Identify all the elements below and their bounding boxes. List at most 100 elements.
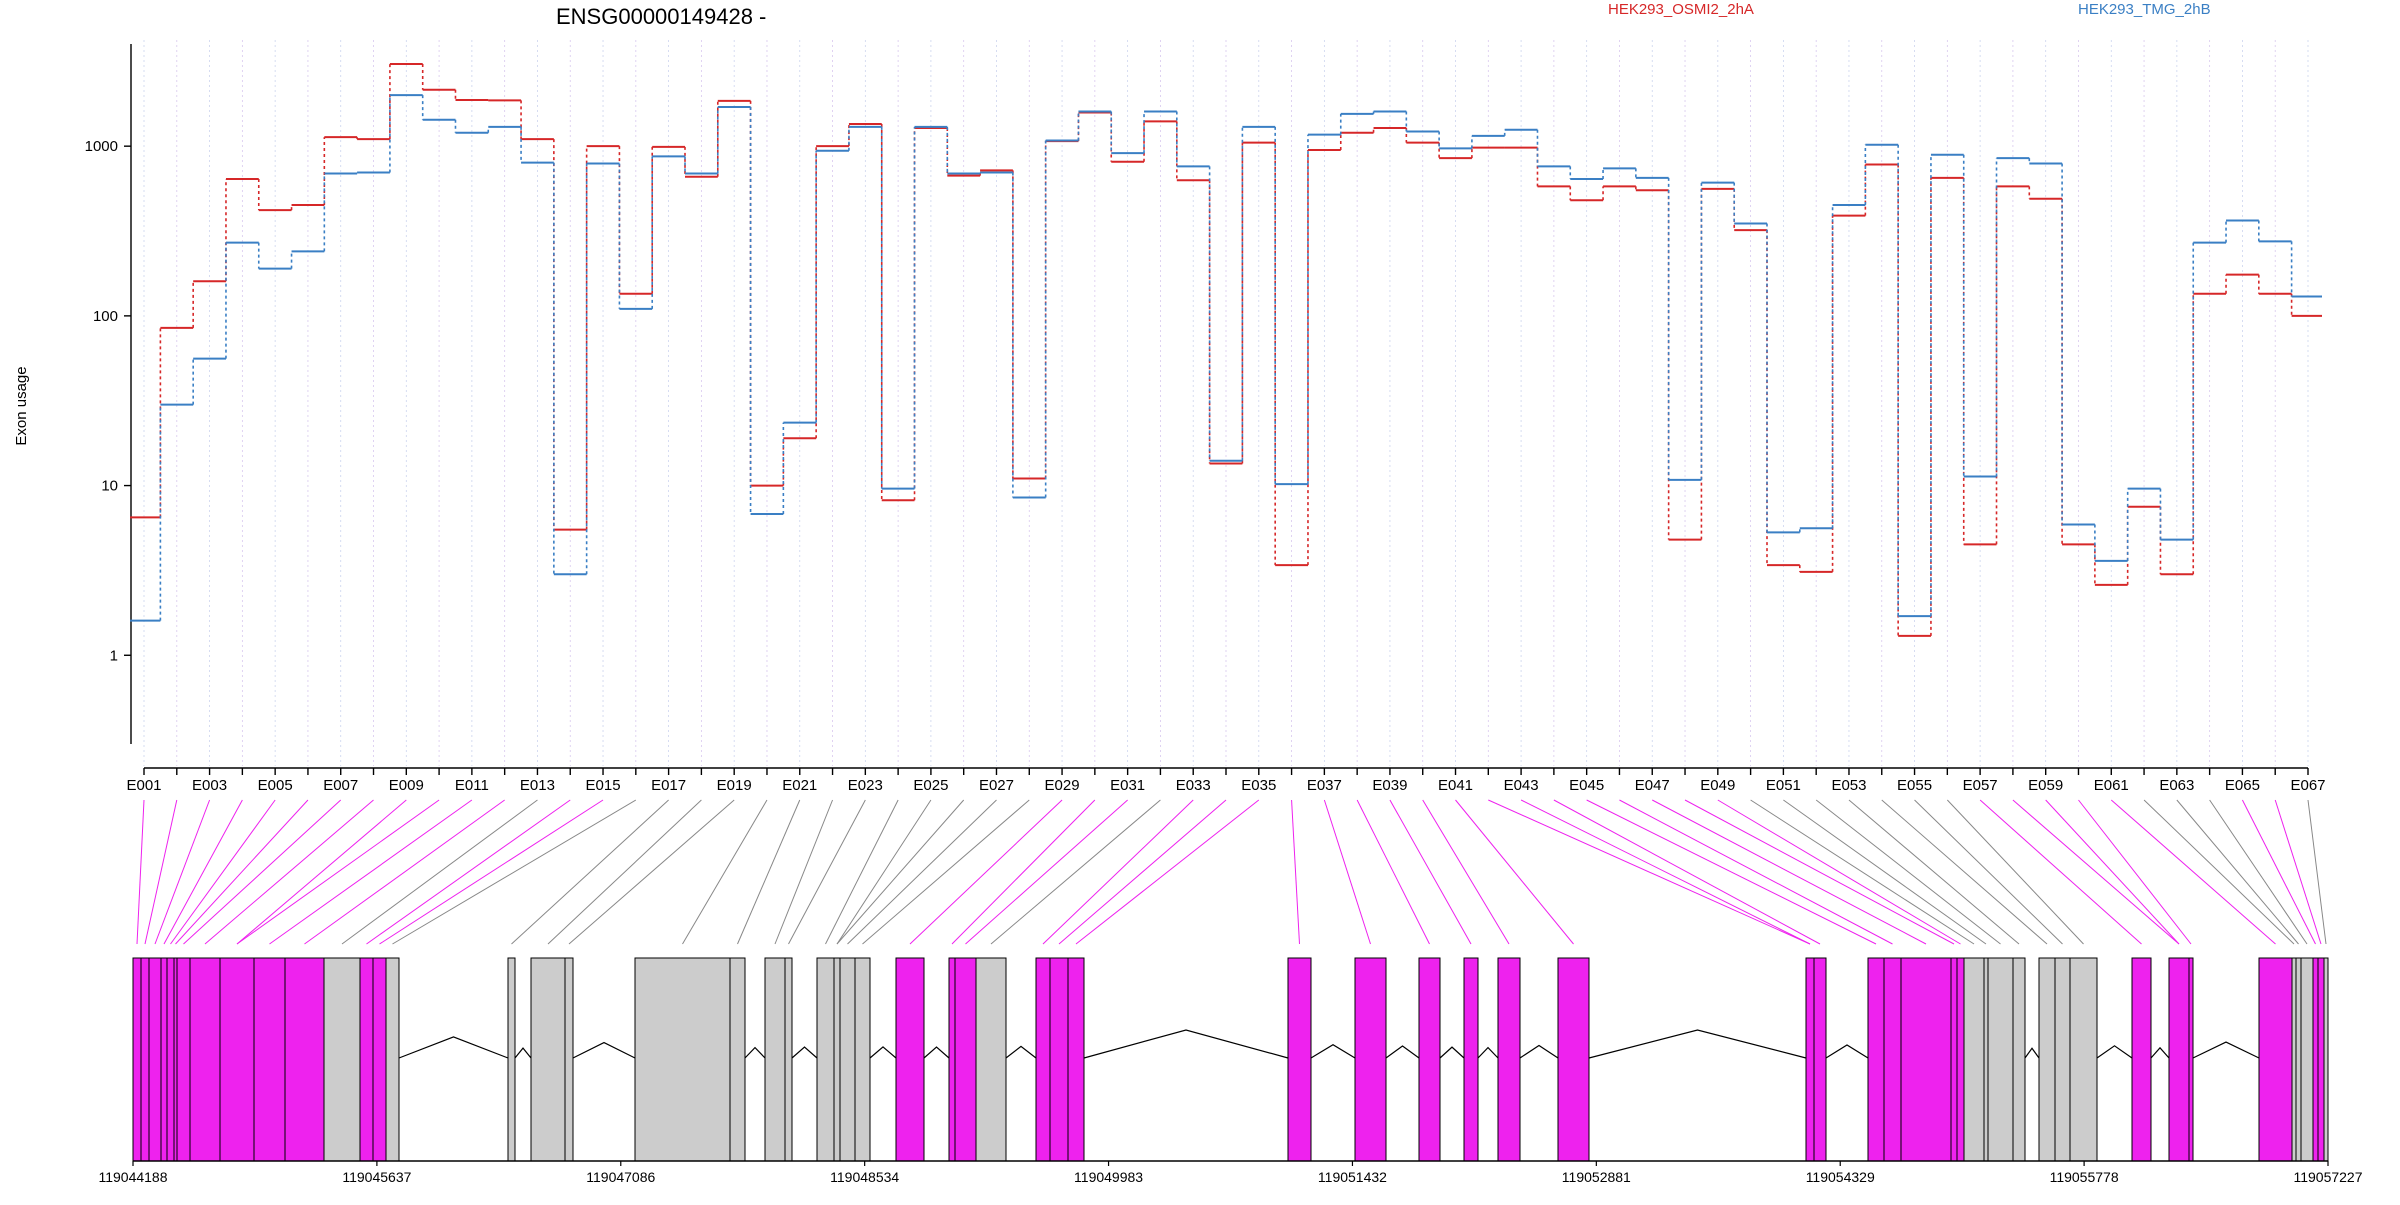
exon-connector-line: [170, 799, 276, 945]
exon-connector-line: [2274, 799, 2322, 945]
exon-connector-line: [379, 799, 604, 945]
exon-block: [634, 957, 731, 1162]
x-tick-label: E065: [2225, 777, 2260, 794]
exon-block: [1963, 957, 1985, 1162]
genomic-coordinate-axis: 119044188 119045637 119047086 119048534 1190…: [98, 1160, 2363, 1185]
exon-connector-line: [183, 799, 342, 945]
x-tick-label: E057: [1963, 777, 1998, 794]
x-axis: E001 E003 E005 E007 E009 E011 E013 E015 E017 E019…: [126, 767, 2326, 794]
header: ENSG00000149428 - HEK293_OSMI2_2hA HEK29…: [556, 1, 2211, 29]
exon-connector-line: [1783, 799, 1987, 945]
intron-line: [1005, 1045, 1037, 1059]
exon-block: [975, 957, 1007, 1162]
exon-connector-line: [236, 799, 440, 945]
exon-connector-line: [1652, 799, 1927, 945]
exon-connector-line: [1075, 799, 1260, 945]
exon-connectors: [136, 799, 2327, 945]
x-tick-label: E019: [717, 777, 752, 794]
exon-block: [854, 957, 871, 1162]
coordinate-label: 119055778: [2050, 1169, 2119, 1185]
exon-block: [1067, 957, 1085, 1162]
exon-connector-line: [304, 799, 505, 945]
exon-block: [189, 957, 221, 1162]
exon-connector-line: [1389, 799, 1472, 945]
exon-block: [2054, 957, 2071, 1162]
exon-block: [1950, 957, 1958, 1162]
exon-block: [2295, 957, 2302, 1162]
intron-line: [923, 1046, 950, 1059]
x-tick-label: E033: [1176, 777, 1211, 794]
y-axis-label: Exon usage: [13, 366, 30, 445]
exon-block: [219, 957, 255, 1162]
intron-line: [2096, 1045, 2133, 1059]
coordinate-label: 119054329: [1806, 1169, 1875, 1185]
coordinate-label: 119044188: [98, 1169, 167, 1185]
intron-line: [514, 1047, 532, 1059]
exon-block: [816, 957, 835, 1162]
exon-block: [564, 957, 574, 1162]
exon-block: [839, 957, 856, 1162]
exon-connector-line: [774, 799, 834, 945]
exon-block: [948, 957, 956, 1162]
exon-block: [2069, 957, 2098, 1162]
legend-item-series-2: HEK293_TMG_2hB: [2078, 1, 2211, 18]
exon-block: [176, 957, 191, 1162]
exon-block: [1354, 957, 1387, 1162]
exon-connector-line: [547, 799, 702, 945]
exon-connector-line: [862, 799, 1030, 945]
exon-block: [148, 957, 162, 1162]
exon-block: [2038, 957, 2056, 1162]
x-tick-label: E061: [2094, 777, 2129, 794]
exon-block: [507, 957, 516, 1162]
exon-connector-line: [2241, 799, 2316, 945]
x-tick-label: E043: [1504, 777, 1539, 794]
intron-line: [2024, 1047, 2040, 1059]
intron-line: [1439, 1046, 1465, 1059]
intron-line: [744, 1046, 766, 1059]
coordinate-label: 119045637: [342, 1169, 411, 1185]
exon-connector-line: [836, 799, 965, 945]
x-tick-label: E025: [913, 777, 948, 794]
exon-connector-line: [269, 799, 473, 945]
exon-block: [372, 957, 387, 1162]
exon-block: [833, 957, 841, 1162]
exon-block: [2291, 957, 2297, 1162]
x-tick-label: E055: [1897, 777, 1932, 794]
exon-connector-line: [568, 799, 735, 945]
exon-connector-line: [136, 799, 145, 945]
exon-connector-line: [1323, 799, 1371, 945]
coordinate-label: 119047086: [586, 1169, 655, 1185]
x-tick-label: E067: [2290, 777, 2325, 794]
exon-block: [140, 957, 150, 1162]
x-tick-label: E037: [1307, 777, 1342, 794]
exon-block: [1867, 957, 1885, 1162]
exon-block: [2300, 957, 2314, 1162]
intron-line: [2192, 1041, 2260, 1059]
exon-block: [954, 957, 977, 1162]
coordinate-label: 119052881: [1562, 1169, 1631, 1185]
exon-block: [1900, 957, 1952, 1162]
exon-block: [385, 957, 400, 1162]
exon-connector-line: [1291, 799, 1300, 945]
exon-connector-line: [163, 799, 243, 945]
exon-block: [1813, 957, 1827, 1162]
exon-connector-line: [2143, 799, 2295, 945]
exon-connector-line: [1520, 799, 1811, 945]
exon-connector-line: [366, 799, 571, 945]
exon-block: [1557, 957, 1590, 1162]
x-tick-label: E015: [586, 777, 621, 794]
exon-connector-line: [511, 799, 669, 945]
x-tick-label: E059: [2028, 777, 2063, 794]
intron-line: [1477, 1046, 1499, 1059]
exon-connector-line: [2078, 799, 2192, 945]
exon-connector-line: [154, 799, 211, 945]
exon-connector-line: [1914, 799, 2063, 945]
exon-connector-line: [2110, 799, 2276, 945]
x-tick-label: E011: [455, 777, 489, 794]
x-tick-label: E003: [192, 777, 227, 794]
y-tick-label: 1: [110, 647, 118, 664]
exon-connector-line: [825, 799, 899, 945]
exon-block: [764, 957, 786, 1162]
chart-title: ENSG00000149428 -: [556, 4, 766, 29]
vertical-grid: [143, 40, 2309, 766]
